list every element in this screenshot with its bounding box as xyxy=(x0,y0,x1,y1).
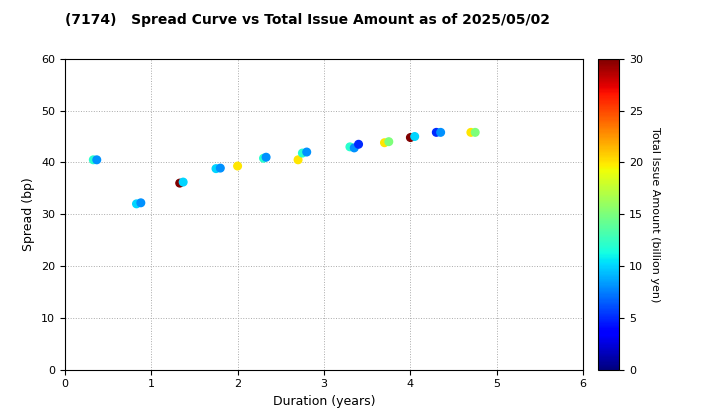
Point xyxy=(348,144,360,151)
Point xyxy=(344,144,356,150)
Point xyxy=(258,155,269,162)
Point xyxy=(210,165,222,172)
Point xyxy=(465,129,477,136)
Point xyxy=(174,180,186,186)
Point xyxy=(131,200,143,207)
Y-axis label: Spread (bp): Spread (bp) xyxy=(22,177,35,251)
Point xyxy=(383,138,395,145)
X-axis label: Duration (years): Duration (years) xyxy=(273,395,375,408)
Point xyxy=(232,163,243,169)
Text: (7174)   Spread Curve vs Total Issue Amount as of 2025/05/02: (7174) Spread Curve vs Total Issue Amoun… xyxy=(65,13,550,26)
Point xyxy=(405,134,416,141)
Point xyxy=(88,156,99,163)
Point xyxy=(301,149,312,155)
Point xyxy=(292,156,304,163)
Point xyxy=(177,179,189,186)
Point xyxy=(409,133,420,140)
Point xyxy=(431,129,442,136)
Point xyxy=(135,200,147,206)
Point xyxy=(261,154,272,160)
Point xyxy=(353,141,364,148)
Point xyxy=(379,139,390,146)
Point xyxy=(91,156,102,163)
Point xyxy=(215,165,226,171)
Y-axis label: Total Issue Amount (billion yen): Total Issue Amount (billion yen) xyxy=(649,126,660,302)
Point xyxy=(435,129,446,136)
Point xyxy=(469,129,481,136)
Point xyxy=(297,150,308,156)
